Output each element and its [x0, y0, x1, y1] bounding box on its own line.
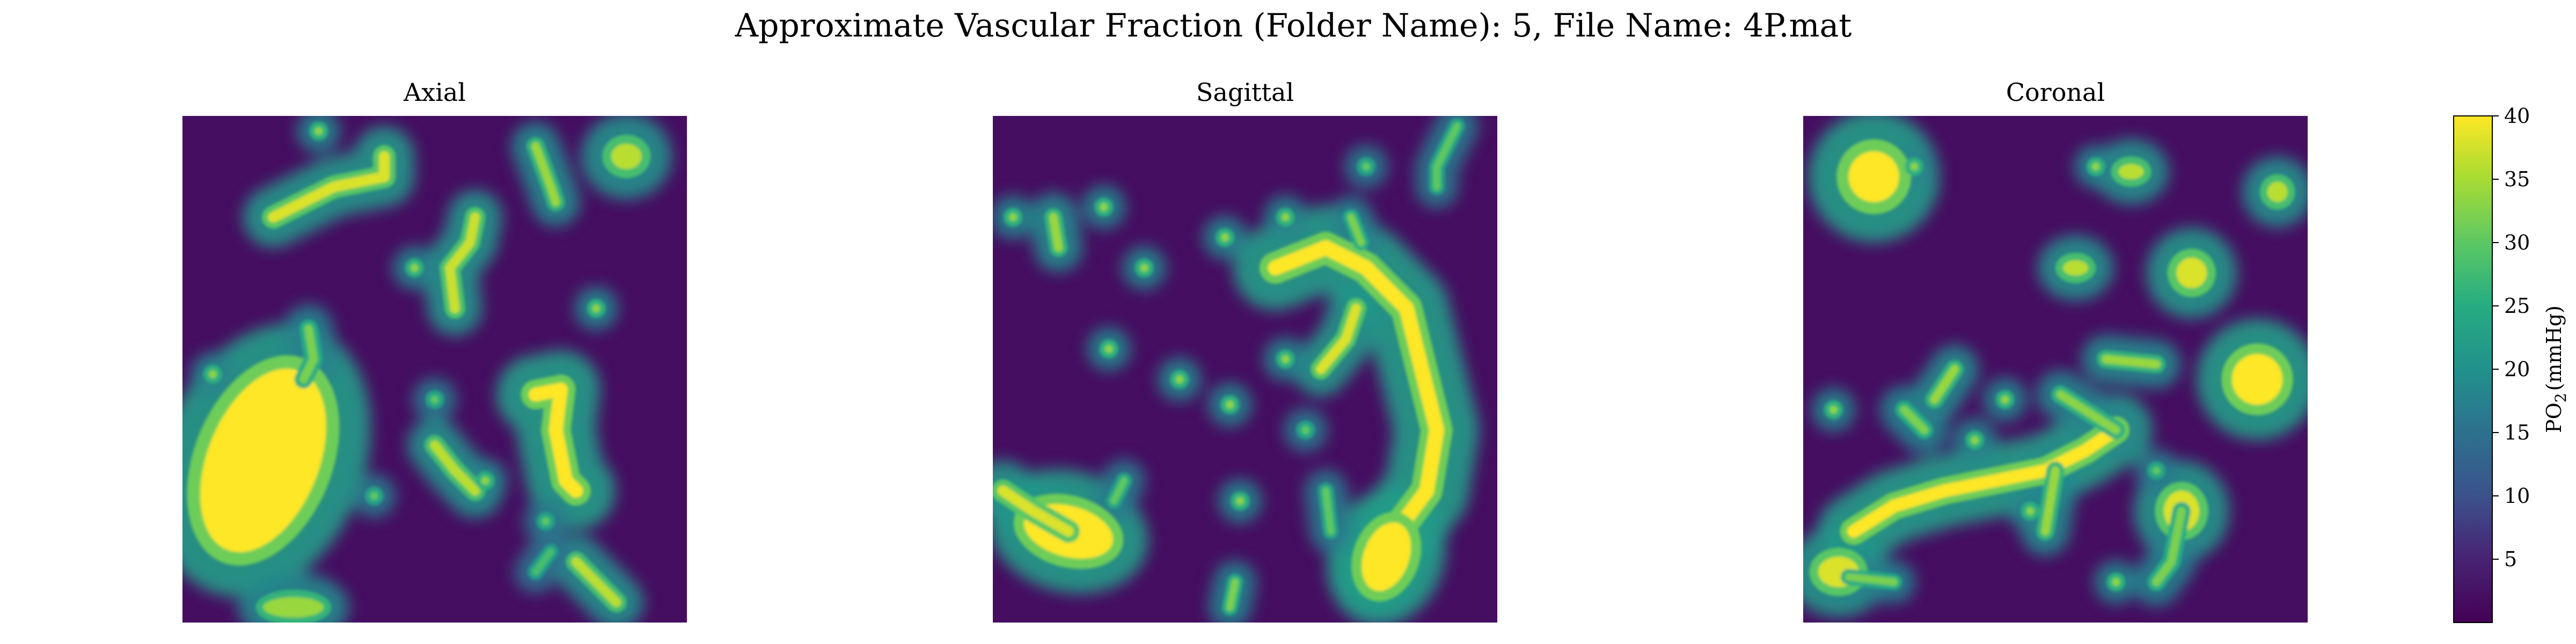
- vessel-coronal-17-core: [1971, 436, 1979, 444]
- colorbar-tick-label-15: 15: [2504, 421, 2530, 444]
- figure-suptitle: Approximate Vascular Fraction (Folder Na…: [735, 7, 1852, 45]
- colorbar-tick-label-40: 40: [2504, 104, 2530, 128]
- vessel-axial-10-core: [263, 597, 324, 618]
- vessel-axial-16-core: [370, 492, 378, 500]
- vessel-axial-6-core: [529, 382, 583, 498]
- vessel-axial-14-core: [592, 304, 601, 313]
- vessel-axial-12-core: [410, 264, 419, 272]
- vessel-axial-2-core: [531, 142, 560, 207]
- vessel-coronal-16-core: [1829, 405, 1838, 414]
- vessel-coronal-21-core: [2112, 577, 2120, 587]
- vessel-axial-1-core: [445, 212, 480, 313]
- vessel-coronal-6-core: [2232, 354, 2282, 405]
- vessel-coronal-5-core: [1900, 405, 1929, 435]
- vessel-coronal-3-core: [2056, 390, 2120, 435]
- vessel-coronal-11-core: [2152, 507, 2186, 587]
- colorbar-tick-label-20: 20: [2504, 357, 2530, 381]
- vessel-sagittal-11-core: [1100, 203, 1108, 211]
- vessel-axial-3-core: [611, 143, 642, 170]
- vessel-coronal-9-core: [2118, 164, 2144, 179]
- vessel-coronal-20-core: [1910, 162, 1919, 171]
- vessel-coronal-22-core: [2026, 507, 2035, 515]
- colorbar: 5 10 15 20 25 30 35 40 PO2(mmHg): [2453, 104, 2570, 623]
- panel-coronal: Coronal: [1803, 78, 2308, 623]
- vessel-coronal-0-core: [1848, 151, 1899, 202]
- vessel-axial-15-core: [481, 477, 489, 485]
- vessel-coronal-13-core: [1845, 573, 1898, 586]
- vessel-axial-0-core: [268, 151, 390, 223]
- panel-title-sagittal: Sagittal: [1196, 78, 1294, 107]
- vessel-coronal-1-core: [1847, 423, 2123, 538]
- vessel-sagittal-10-core: [1433, 122, 1461, 191]
- vessel-coronal-23-core: [2152, 466, 2161, 475]
- vessel-coronal-18-core: [2001, 396, 2009, 404]
- vessel-coronal-8-core: [2063, 260, 2089, 276]
- colorbar-tick-label-25: 25: [2504, 294, 2530, 318]
- panel-title-coronal: Coronal: [2006, 78, 2105, 107]
- panel-title-axial: Axial: [403, 78, 466, 107]
- vessel-sagittal-15-core: [1140, 264, 1148, 272]
- vessel-axial-4-core: [200, 369, 326, 552]
- vessel-coronal-15-core: [2267, 181, 2288, 202]
- vessel-sagittal-22-core: [1301, 426, 1310, 434]
- panel-axial: Axial: [182, 78, 687, 623]
- vessel-axial-7-core: [430, 440, 480, 496]
- vessel-sagittal-8-core: [1226, 578, 1239, 611]
- vessel-axial-5-core: [299, 324, 318, 384]
- vessel-sagittal-12-core: [1009, 213, 1018, 222]
- vessel-sagittal-7-core: [1347, 213, 1365, 246]
- vessel-coronal-14-core: [2102, 355, 2161, 369]
- vessel-axial-11-core: [314, 127, 323, 135]
- vessel-sagittal-4-core: [1110, 477, 1128, 505]
- vessel-sagittal-20-core: [1236, 496, 1245, 506]
- vessel-sagittal-9-core: [1322, 487, 1335, 535]
- vessel-sagittal-6-core: [1316, 303, 1361, 374]
- vessel-sagittal-21-core: [1362, 162, 1371, 171]
- colorbar-tick-label-10: 10: [2504, 484, 2530, 508]
- vessel-axial-17-core: [541, 517, 550, 525]
- colorbar-gradient: [2453, 115, 2493, 623]
- vessel-sagittal-14-core: [1281, 213, 1290, 222]
- vessel-sagittal-5-core: [1049, 213, 1063, 252]
- heatmap-coronal: [1803, 116, 2308, 623]
- colorbar-label: PO2(mmHg): [2542, 305, 2570, 433]
- vessel-coronal-19-core: [2091, 162, 2100, 171]
- vessel-sagittal-3-core: [997, 485, 1074, 537]
- colorbar-tick-label-5: 5: [2504, 547, 2517, 571]
- colorbar-ticks: 5 10 15 20 25 30 35 40: [2492, 104, 2530, 571]
- vessel-sagittal-17-core: [1104, 345, 1113, 353]
- heatmap-sagittal: [993, 116, 1497, 623]
- vessel-coronal-7-core: [2176, 258, 2207, 288]
- heatmap-axial: [182, 116, 687, 623]
- vessel-axial-18-core: [430, 396, 439, 404]
- colorbar-tick-label-30: 30: [2504, 231, 2530, 254]
- vessel-sagittal-13-core: [1220, 233, 1229, 242]
- vessel-coronal-4-core: [1930, 365, 1959, 404]
- vessel-axial-9-core: [532, 547, 555, 576]
- panel-sagittal: Sagittal: [993, 78, 1497, 623]
- vessel-axial-13-core: [208, 370, 217, 379]
- colorbar-tick-label-35: 35: [2504, 167, 2530, 191]
- vessel-sagittal-1-core: [1362, 522, 1411, 591]
- vessel-sagittal-19-core: [1281, 355, 1290, 363]
- vessel-sagittal-18-core: [1226, 400, 1234, 409]
- vessel-axial-8-core: [571, 557, 621, 608]
- vessel-sagittal-16-core: [1175, 375, 1184, 384]
- vessel-coronal-2-core: [2041, 466, 2060, 536]
